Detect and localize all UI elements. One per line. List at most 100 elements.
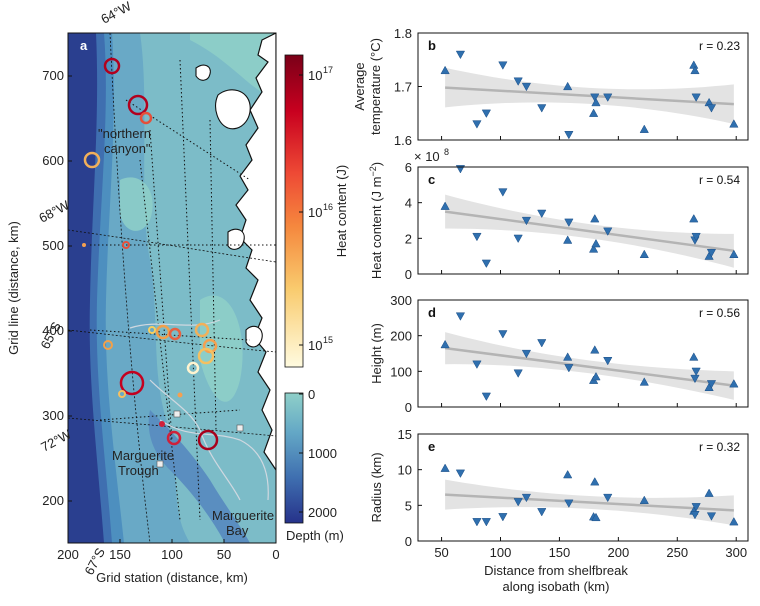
data-point [691,367,701,377]
data-point [706,380,717,389]
y-axis-exponent-power: 8 [444,147,449,157]
eddy-marker [148,326,156,334]
data-point [521,493,532,503]
data-point [563,81,573,91]
data-point [591,512,601,522]
y-axis-label: Heat content (J m−2) [368,162,384,279]
panel-label: e [428,439,435,454]
data-point [481,109,491,118]
data-point [513,498,523,507]
data-point [537,508,547,517]
x-tick-label: 150 [549,545,571,560]
map-y-tick-label: 400 [42,323,64,338]
correlation-label: r = 0.32 [699,440,740,454]
depth-colorbar-tick-label: 1000 [308,446,337,461]
data-point [706,248,717,258]
y-tick-label: 300 [390,293,412,308]
heat-colorbar-gradient [284,54,304,368]
data-point [440,339,450,349]
data-point [564,364,574,373]
eddy-marker [118,390,126,398]
eddy-marker [168,327,182,341]
data-point [689,60,699,69]
data-point [564,218,574,227]
data-point [537,209,547,219]
map-x-tick-label: 150 [109,547,131,562]
data-point [590,477,600,486]
panel-label: d [428,305,436,320]
y-tick-label: 0 [405,400,412,415]
depth-colorbar-tick-label: 2000 [308,505,337,520]
data-point [591,97,601,107]
scatter-panel-c: 0 2 4 6 c r = 0.54 Heat content (J m−2) × 10 8 [368,147,749,282]
map-shallow-banks [120,33,276,402]
data-point [590,214,600,223]
data-point [440,201,450,210]
heat-colorbar-label: Heat content (J) [334,165,349,258]
panel-label: c [428,172,435,187]
eddy-marker [103,340,113,350]
panel-label: b [428,38,436,53]
scatter-panels: 1.6 1.7 1.8 b r = 0.23 Average temperature (°C… [352,26,749,560]
data-point [472,360,482,369]
scatter-panel-b: 1.6 1.7 1.8 b r = 0.23 Average temperature (°C… [352,26,749,148]
map-y-tick-label: 200 [42,493,64,508]
data-point [563,469,573,479]
map-xlabel: Grid station (distance, km) [96,570,248,585]
eddy-marker [197,347,215,365]
data-point [537,104,547,113]
data-point [521,82,532,92]
map-x-tick-label: 0 [272,547,279,562]
y-tick-label: 0 [405,267,412,282]
y-tick-label: 1.7 [394,80,412,95]
data-point [498,513,508,522]
data-point [603,227,613,236]
data-point [472,120,482,129]
data-point [639,495,649,504]
place-label: "northern [98,126,151,141]
place-label: Trough [118,463,159,478]
data-point [513,77,523,86]
data-point [603,93,613,102]
data-point [729,119,739,128]
eddy-marker [194,322,210,338]
eddy-marker [155,324,171,340]
eddy-marker [166,430,182,446]
map-graticule [68,33,276,543]
map-panel: a 64°W 68°W 65°S 72°W 67°S "northern can… [6,0,280,585]
eddy-marker [202,338,218,354]
data-point [440,463,450,472]
data-point [729,517,739,526]
y-axis-label: temperature (°C) [368,38,383,135]
map-mooring [173,410,181,418]
data-point [563,235,573,244]
data-point [706,104,717,113]
data-point [590,345,600,354]
data-point [690,65,700,75]
x-tick-label: 200 [608,545,630,560]
place-label: Marguerite [112,448,174,463]
axes-frame [417,433,749,542]
heat-colorbar-tick-label: 10 [308,205,322,220]
map-island [245,325,263,348]
eddy-marker [159,421,165,427]
data-point [498,61,508,70]
y-axis-label: Height (m) [369,323,384,384]
data-point [690,510,700,520]
place-label: canyon" [104,141,151,156]
y-tick-label: 15 [398,427,412,442]
data-point [590,93,600,102]
eddy-marker [127,94,149,116]
depth-colorbar-tick-label: 0 [308,387,315,402]
correlation-label: r = 0.56 [699,306,740,320]
shared-xlabel-line2: along isobath (km) [503,579,610,594]
eddy-marker [197,429,219,451]
y-axis-label: Average [352,62,367,110]
data-point [706,512,717,521]
y-tick-label: 10 [398,463,412,478]
y-tick-label: 4 [405,196,412,211]
data-point [537,339,547,348]
fit-line [444,346,735,387]
y-tick-label: 6 [405,160,412,175]
x-tick-label: 250 [666,545,688,560]
